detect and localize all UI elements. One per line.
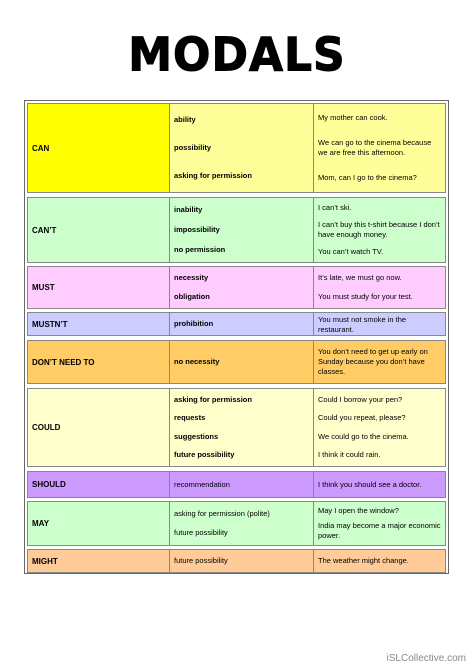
use: asking for permission (polite) — [174, 508, 270, 518]
use: future possibility — [174, 556, 228, 565]
table-row: MAY asking for permission (polite) future … — [27, 501, 446, 546]
table-row: MUSTN’T prohibition You must not smoke in … — [27, 312, 446, 336]
example: You must not smoke in the restaurant. — [318, 315, 407, 334]
example: We could go to the cinema. — [318, 431, 409, 441]
use: recommendation — [174, 479, 230, 489]
use: prohibition — [174, 319, 214, 328]
use-column: asking for permission (polite) future pos… — [170, 502, 314, 545]
modal-label: SHOULD — [28, 472, 170, 497]
example: I can’t ski. — [318, 203, 352, 213]
example-column: I can’t ski. I can’t buy this t-shirt bec… — [314, 198, 445, 262]
use: suggestions — [174, 431, 219, 441]
use-column: recommendation — [170, 472, 314, 497]
example: My mother can cook. — [318, 113, 388, 123]
use: possibility — [174, 143, 212, 152]
use: future possibility — [174, 449, 235, 459]
example-column: My mother can cook. We can go to the cine… — [314, 104, 445, 192]
use: inability — [174, 205, 203, 214]
modal-label: MAY — [28, 502, 170, 545]
table-row: CAN’T inability impossibility no permission… — [27, 197, 446, 263]
table-row: COULD asking for permission requests sugges… — [27, 388, 446, 467]
table-row: CAN ability possibility asking for permissi… — [27, 103, 446, 193]
example: India may become a major economic power. — [318, 520, 441, 540]
use: asking for permission — [174, 395, 252, 405]
modal-label: MUSTN’T — [28, 313, 170, 335]
example-column: I think you should see a doctor. — [314, 472, 445, 497]
modal-label: CAN’T — [28, 198, 170, 262]
example-column: You must not smoke in the restaurant. — [314, 313, 445, 335]
modal-label: MUST — [28, 267, 170, 308]
use: no necessity — [174, 357, 220, 366]
example: I think it could rain. — [318, 449, 381, 459]
use-column: asking for permission requests suggestions… — [170, 389, 314, 466]
example: You don’t need to get up early on Sunday… — [318, 347, 428, 376]
example: You can’t watch TV. — [318, 246, 384, 256]
use: requests — [174, 413, 206, 423]
use: ability — [174, 115, 196, 124]
use: necessity — [174, 273, 209, 283]
example-column: It’s late, we must go now. You must study… — [314, 267, 445, 308]
table-row: DON’T NEED TO no necessity You don’t need … — [27, 340, 446, 384]
title: MODALS — [128, 28, 346, 83]
example: It’s late, we must go now. — [318, 273, 402, 283]
use-column: prohibition — [170, 313, 314, 335]
use: impossibility — [174, 225, 220, 234]
example-column: Could I borrow your pen? Could you repeat… — [314, 389, 445, 466]
example-column: You don’t need to get up early on Sunday… — [314, 341, 445, 383]
example: I think you should see a doctor. — [318, 479, 422, 489]
example: Could you repeat, please? — [318, 413, 406, 423]
table-row: SHOULD recommendation I think you should s… — [27, 471, 446, 498]
use-column: necessity obligation — [170, 267, 314, 308]
example-column: May I open the window? India may become a… — [314, 502, 445, 545]
example: May I open the window? — [318, 506, 399, 516]
example-column: The weather might change. — [314, 550, 445, 572]
use-column: inability impossibility no permission — [170, 198, 314, 262]
example: Could I borrow your pen? — [318, 395, 403, 405]
use-column: no necessity — [170, 341, 314, 383]
example: I can’t buy this t-shirt because I don’t… — [318, 219, 440, 239]
modal-label: COULD — [28, 389, 170, 466]
use: no permission — [174, 245, 226, 254]
example: You must study for your test. — [318, 291, 413, 301]
use: future possibility — [174, 528, 228, 538]
example: The weather might change. — [318, 556, 409, 565]
use: asking for permission — [174, 171, 252, 180]
use: obligation — [174, 291, 210, 301]
use-column: future possibility — [170, 550, 314, 572]
use-column: ability possibility asking for permission — [170, 104, 314, 192]
modal-label: MIGHT — [28, 550, 170, 572]
modal-label: CAN — [28, 104, 170, 192]
modals-table: CAN ability possibility asking for permissi… — [24, 100, 449, 574]
example: Mom, can I go to the cinema? — [318, 172, 417, 182]
credit: iSLCollective.com — [386, 653, 466, 664]
modal-label: DON’T NEED TO — [28, 341, 170, 383]
table-row: MUST necessity obligation It’s late, we mus… — [27, 266, 446, 309]
table-row: MIGHT future possibility The weather might… — [27, 549, 446, 573]
example: We can go to the cinema because we are f… — [318, 137, 432, 157]
